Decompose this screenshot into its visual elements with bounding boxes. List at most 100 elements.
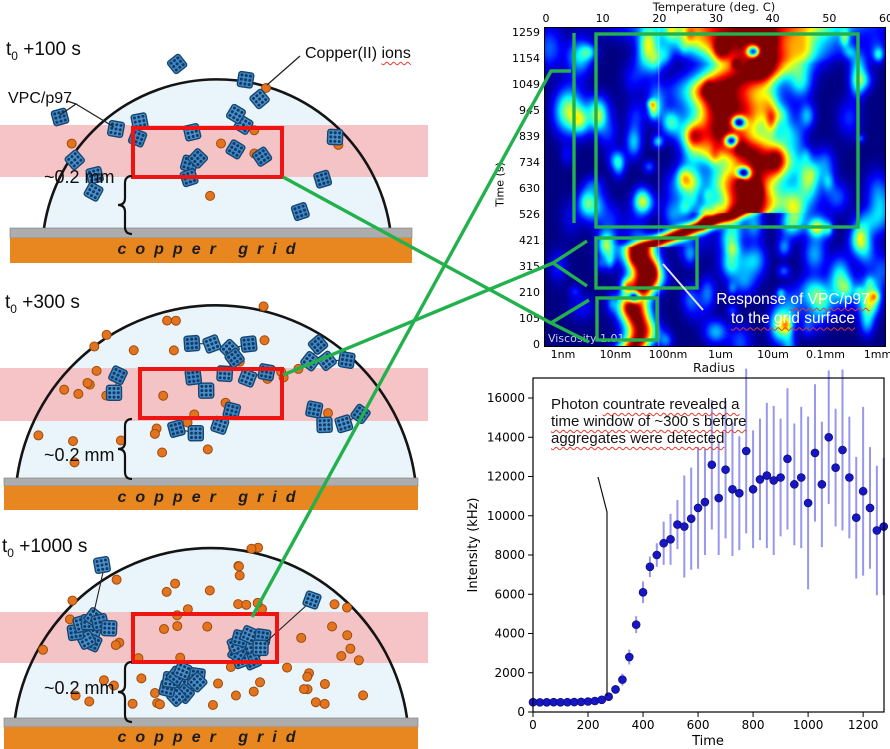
aggregation-arrow [93,567,105,613]
copper-ion [33,430,44,441]
vpc-particle-texture-dot [235,359,239,363]
copper-ion [336,650,347,661]
data-point [858,486,868,496]
vpc-particle-texture-dot [117,132,121,136]
vpc-particle-texture-dot [84,638,88,642]
copper-ion [353,655,364,666]
vpc-particle-texture-dot [174,68,178,72]
vpc-particle-texture-dot [243,370,247,374]
vpc-particle-texture-dot [137,115,141,119]
vpc-particle-texture-dot [218,423,222,427]
copper-ion [329,599,340,610]
copper-ion [202,444,213,455]
vpc-particle-texture-dot [192,683,196,687]
vpc-particle-texture-dot [223,372,227,376]
vpc-particle-texture-dot [221,429,225,433]
vpc-particle-texture-dot [204,339,208,343]
vpc-particle [186,671,208,693]
data-point [776,473,785,482]
copper-ion [158,624,169,635]
vpc-particle-texture-dot [86,642,90,646]
vpc-particle [225,139,246,160]
copper-ion [157,447,168,458]
vpc-particle-texture-dot [116,391,120,395]
copper-ion [128,345,139,356]
vpc-particle-texture-dot [143,123,147,127]
vpc-particle [166,53,188,75]
data-point [845,473,854,482]
data-point [604,692,613,701]
heatmap-time-tick: 105 [519,311,540,325]
heatmap-annotation: Response of VPC/p97 to the grid surface [700,290,886,329]
vpc-particle-texture-dot [219,419,223,423]
vpc-particle-texture-dot [179,663,183,667]
droplet-outline [13,546,409,719]
heatmap-radius-tick: 1mm [863,348,890,361]
copper-ion [342,602,353,613]
vpc-particle-texture-dot [69,631,73,635]
vpc-particle-texture-dot [244,78,248,82]
copper-ion [259,335,270,346]
vpc-particle-texture-dot [247,346,251,350]
heatmap-x-axis-title: Radius [693,360,735,375]
vpc-particle-texture-dot [186,342,190,346]
vpc-particle-texture-dot [183,674,187,678]
heatmap-time-tick: 839 [519,130,540,144]
copper-ion [161,586,172,597]
vpc-particle-texture-dot [168,682,172,686]
vpc-particle-texture-dot [186,667,190,671]
vpc-particle-texture-dot [194,436,198,440]
vpc-particle-texture-dot [93,173,97,177]
copper-ion [108,680,119,691]
vpc-particle-texture-dot [181,63,185,67]
vpc-particle-texture-dot [111,626,115,630]
vpc-particle [224,347,245,369]
copper-ion [149,688,160,699]
vpc-particle-texture-dot [173,423,177,427]
vpc-particle-texture-dot [232,362,236,366]
vpc-particle-texture-dot [134,140,138,144]
copper-ion [68,436,79,447]
vpc-particle-texture-dot [249,646,253,650]
vpc-particle-texture-dot [243,129,247,133]
vpc-particle-texture-dot [164,682,168,686]
vpc-particle-texture-dot [237,641,241,645]
heatmap-radius-tick: 0.1mm [806,348,845,361]
copper-ion [233,561,244,572]
vpc-particle-texture-dot [90,640,94,644]
scatter-x-axis-title: Time [691,734,724,749]
vpc-particle-texture-dot [101,567,105,571]
vpc-particle-texture-dot [133,120,137,124]
vpc-particle-texture-dot [243,343,247,347]
droplet-diagrams-panel [0,53,428,749]
vpc-particle-texture-dot [237,657,241,661]
vpc-particle-texture-dot [96,564,100,568]
vpc-particle-texture-dot [195,680,199,684]
vpc-particle-texture-dot [242,635,246,639]
vpc-particle-texture-dot [194,341,198,345]
vpc-particle-texture-dot [229,359,233,363]
copper-ion [70,690,81,701]
vpc-particle [334,414,354,434]
vpc-particle-texture-dot [178,65,182,69]
y-tick-label: 8000 [494,548,525,562]
copper-ion [282,662,293,673]
thickness-brace [117,417,133,481]
vpc-particle-texture-dot [141,114,145,118]
vpc-particle-texture-dot [239,77,243,81]
vpc-particle-texture-dot [227,355,231,359]
vpc-particle [182,123,202,142]
vpc-particle-texture-dot [86,616,90,620]
vpc-particle [252,639,269,657]
vpc-particle-texture-dot [187,375,191,379]
vpc-particle-texture-dot [244,74,248,78]
vpc-particle-texture-dot [177,698,181,702]
data-point [659,538,668,548]
copper-ion [127,698,138,709]
vpc-particle-texture-dot [198,683,202,687]
copper-ion [255,677,266,688]
copper-ion [345,643,356,654]
vpc-particle-texture-dot [200,393,204,397]
data-point [865,503,875,513]
data-point [762,471,772,480]
